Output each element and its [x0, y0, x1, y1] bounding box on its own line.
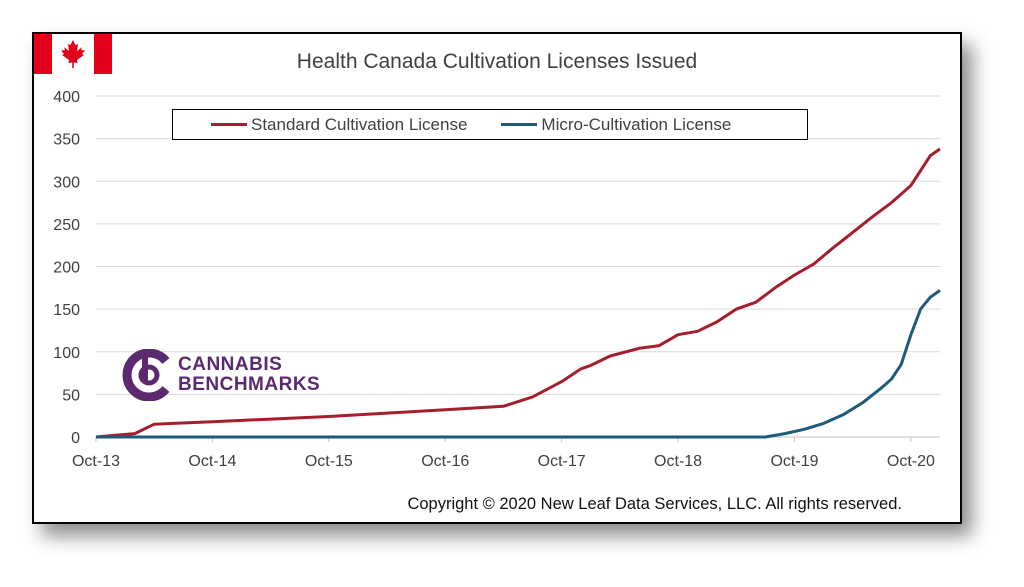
legend: Standard Cultivation License Micro-Culti… — [172, 109, 808, 140]
logo-line-1: CANNABIS — [178, 354, 283, 375]
logo-icon — [122, 349, 170, 401]
y-tick-label: 300 — [53, 174, 80, 191]
legend-label-micro: Micro-Cultivation License — [541, 114, 732, 134]
y-tick-label: 50 — [62, 387, 80, 404]
chart-title: Health Canada Cultivation Licenses Issue… — [296, 50, 698, 73]
x-tick-label: Oct-20 — [887, 453, 935, 470]
legend-item-standard: Standard Cultivation License — [211, 115, 467, 135]
y-tick-label: 250 — [53, 217, 80, 234]
series-line-micro — [96, 289, 941, 439]
legend-swatch-standard — [211, 123, 247, 126]
x-tick-label: Oct-17 — [538, 453, 586, 470]
legend-swatch-micro — [501, 123, 538, 126]
y-tick-label: 0 — [71, 430, 80, 447]
logo-line-2: BENCHMARKS — [178, 374, 321, 395]
copyright-notice: Copyright © 2020 New Leaf Data Services,… — [407, 495, 902, 513]
series-line-standard — [95, 147, 941, 439]
x-tick-label: Oct-15 — [305, 453, 353, 470]
legend-label-standard: Standard Cultivation License — [251, 114, 468, 134]
y-tick-label: 150 — [53, 302, 80, 319]
chart-frame: Health Canada Cultivation Licenses Issue… — [32, 32, 962, 524]
y-tick-label: 100 — [53, 345, 80, 362]
x-tick-label: Oct-14 — [188, 453, 236, 470]
x-tick-label: Oct-13 — [72, 453, 120, 470]
legend-item-micro: Micro-Cultivation License — [501, 115, 731, 135]
x-tick-label: Oct-18 — [654, 453, 702, 470]
y-tick-label: 200 — [53, 260, 80, 277]
canada-flag-icon — [34, 34, 112, 74]
y-tick-label: 350 — [53, 132, 80, 149]
y-tick-label: 400 — [53, 89, 80, 106]
plot-area: 0 50 100 150 200 250 300 350 400 Oct-13 Oct-14 Oct-… — [53, 89, 941, 470]
x-tick-label: Oct-19 — [770, 453, 818, 470]
cannabis-benchmarks-logo: CANNABIS BENCHMARKS — [122, 349, 320, 401]
x-tick-label: Oct-16 — [421, 453, 469, 470]
logo-text: CANNABIS BENCHMARKS — [178, 355, 320, 395]
